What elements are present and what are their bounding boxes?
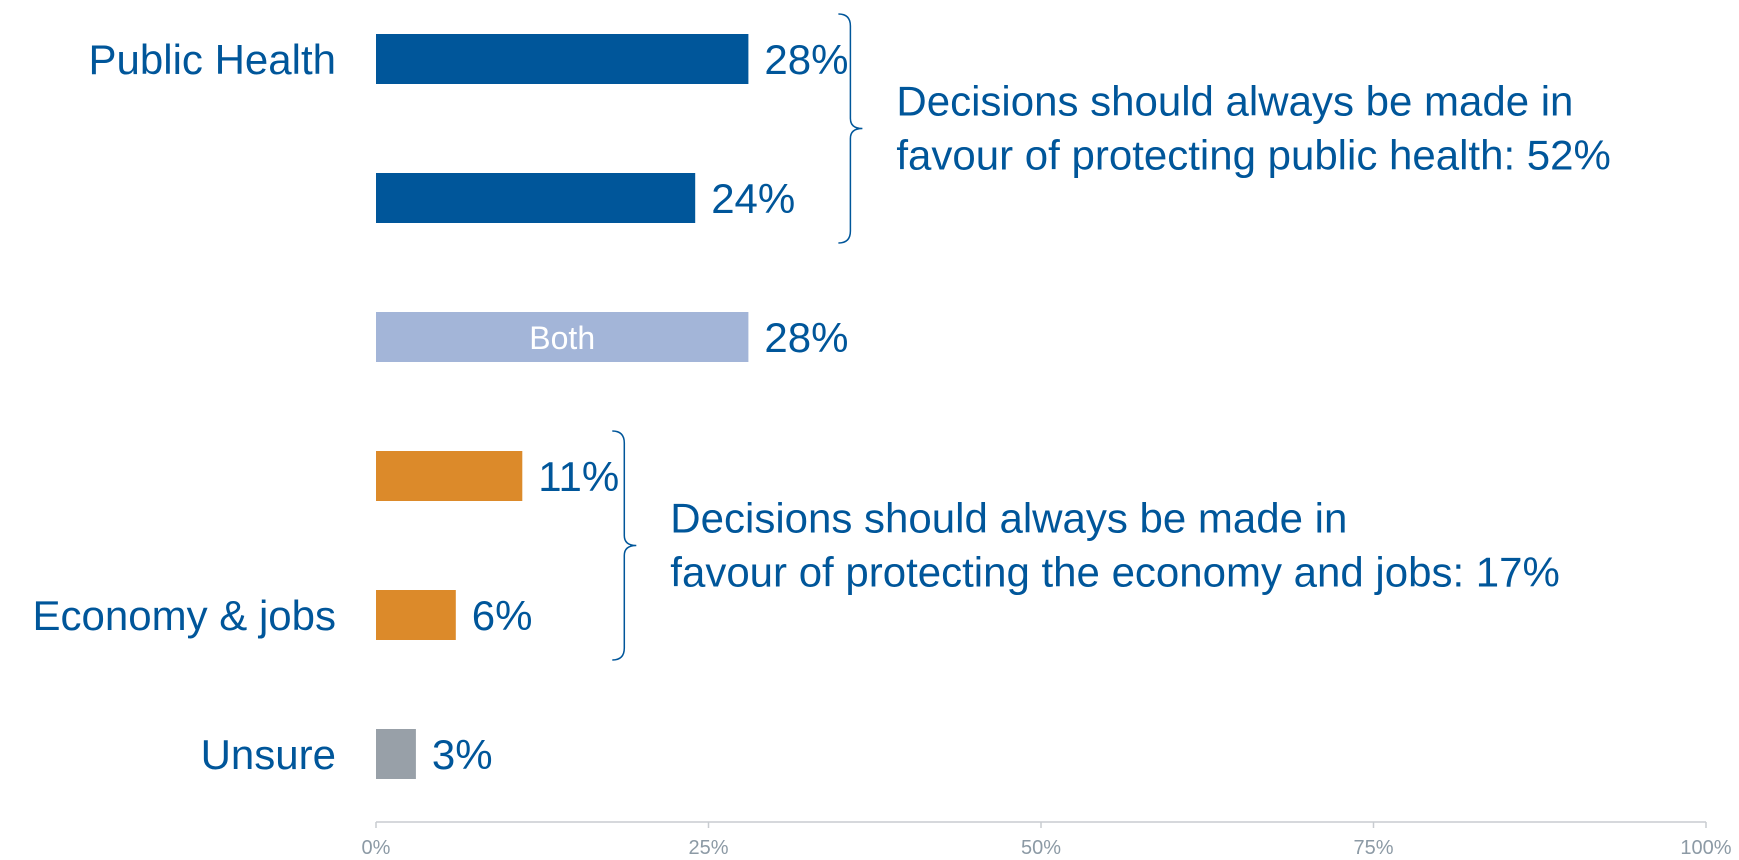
x-tick-label: 25% — [688, 837, 728, 859]
bar — [376, 451, 523, 501]
value-label: 6% — [472, 592, 533, 639]
bar-inner-label: Both — [529, 320, 595, 356]
value-label: 3% — [432, 731, 493, 778]
x-tick-label: 100% — [1680, 837, 1731, 859]
bar — [376, 312, 749, 362]
value-label: 24% — [711, 175, 795, 222]
bar — [376, 173, 696, 223]
annotation-text: Decisions should always be made in — [670, 495, 1347, 542]
bar — [376, 729, 416, 779]
x-tick-label: 0% — [362, 837, 391, 859]
bar — [376, 590, 456, 640]
annotation-bracket — [612, 430, 637, 661]
category-label: Unsure — [201, 731, 336, 778]
value-label: 28% — [764, 314, 848, 361]
x-tick-label: 75% — [1353, 837, 1393, 859]
annotation-text: Decisions should always be made in — [896, 78, 1573, 125]
category-label: Public Health — [89, 36, 336, 83]
annotation-text: favour of protecting the economy and job… — [670, 549, 1560, 596]
value-label: 28% — [764, 36, 848, 83]
annotation-text: favour of protecting public health: 52% — [896, 132, 1610, 179]
category-label: Economy & jobs — [33, 592, 336, 639]
value-label: 11% — [538, 453, 619, 500]
bar — [376, 34, 749, 84]
annotation-bracket — [838, 13, 863, 244]
x-tick-label: 50% — [1021, 837, 1061, 859]
